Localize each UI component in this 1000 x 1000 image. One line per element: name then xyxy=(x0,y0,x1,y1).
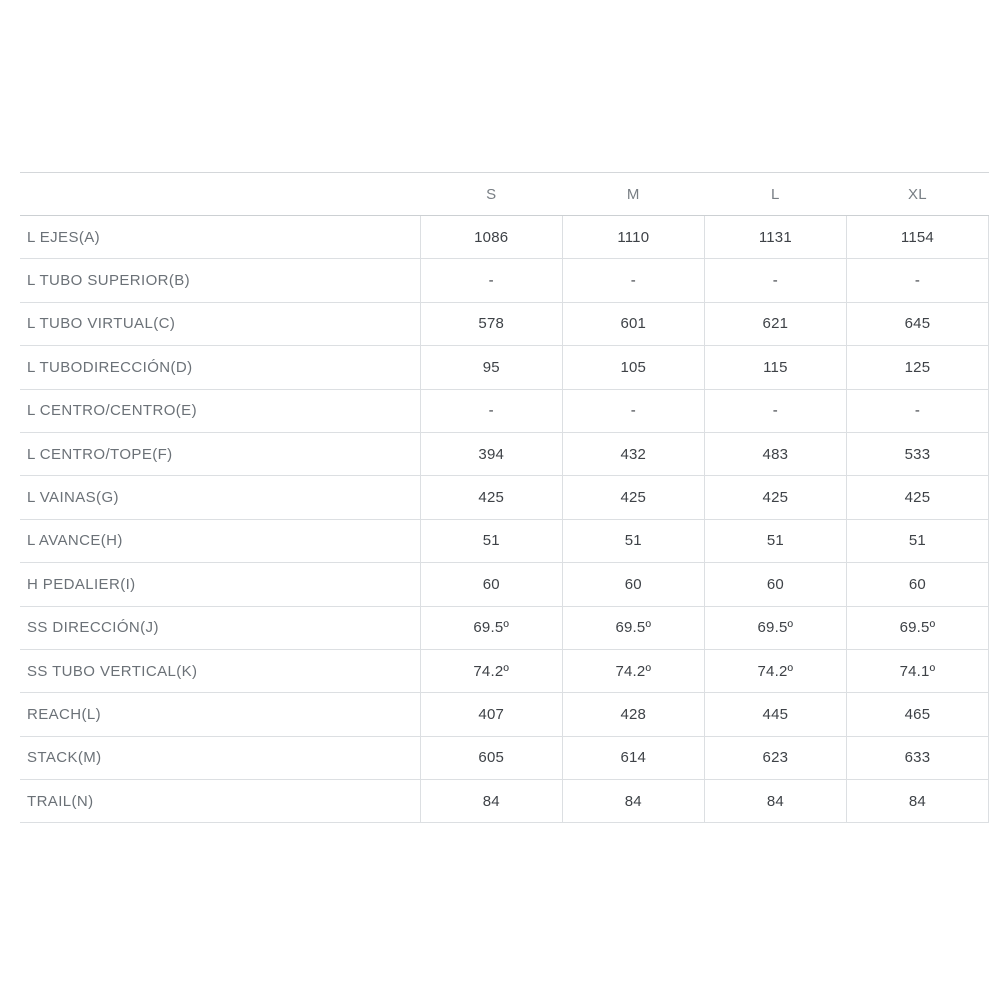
table-row: SS DIRECCIÓN(J) 69.5º 69.5º 69.5º 69.5º xyxy=(20,606,990,650)
cell-value: - xyxy=(419,389,563,433)
cell-value: 60 xyxy=(419,562,563,607)
cell-value: 84 xyxy=(561,779,705,824)
cell-value: 1131 xyxy=(703,215,847,260)
cell-value: 428 xyxy=(561,692,705,737)
cell-value: 51 xyxy=(845,519,990,564)
cell-value: 125 xyxy=(845,345,990,390)
table-header-row: S M L XL xyxy=(20,172,989,216)
row-label: L VAINAS(G) xyxy=(20,475,421,520)
cell-value: 407 xyxy=(419,692,563,737)
cell-value: 425 xyxy=(419,475,563,520)
row-label: L EJES(A) xyxy=(20,215,421,260)
table-row: STACK(M) 605 614 623 633 xyxy=(20,736,990,781)
cell-value: 1086 xyxy=(419,215,563,260)
row-label: L CENTRO/TOPE(F) xyxy=(20,432,421,477)
cell-value: - xyxy=(845,389,990,433)
table-row: L CENTRO/TOPE(F) 394 432 483 533 xyxy=(20,432,990,477)
cell-value: - xyxy=(561,389,705,433)
row-label: L TUBODIRECCIÓN(D) xyxy=(20,345,421,390)
cell-value: 425 xyxy=(561,475,705,520)
column-header-s: S xyxy=(420,172,563,216)
row-label: SS TUBO VERTICAL(K) xyxy=(20,649,421,694)
cell-value: - xyxy=(703,258,847,303)
row-label: REACH(L) xyxy=(20,692,421,737)
column-header-xl: XL xyxy=(846,172,989,216)
cell-value: 601 xyxy=(561,302,705,347)
row-label: L TUBO SUPERIOR(B) xyxy=(20,258,421,303)
cell-value: 84 xyxy=(703,779,847,824)
table-row: L TUBO VIRTUAL(C) 578 601 621 645 xyxy=(20,302,990,347)
cell-value: 578 xyxy=(419,302,563,347)
cell-value: 483 xyxy=(703,432,847,477)
cell-value: 69.5º xyxy=(561,606,705,650)
row-label: L CENTRO/CENTRO(E) xyxy=(20,389,421,433)
table-row: L TUBODIRECCIÓN(D) 95 105 115 125 xyxy=(20,345,990,390)
cell-value: 60 xyxy=(703,562,847,607)
column-header-m: M xyxy=(562,172,705,216)
row-label: H PEDALIER(I) xyxy=(20,562,421,607)
cell-value: 605 xyxy=(419,736,563,781)
cell-value: 51 xyxy=(703,519,847,564)
cell-value: 1154 xyxy=(845,215,990,260)
table-row: H PEDALIER(I) 60 60 60 60 xyxy=(20,562,990,607)
cell-value: 1110 xyxy=(561,215,705,260)
table-header: S M L XL xyxy=(20,172,989,216)
column-header-l: L xyxy=(704,172,847,216)
cell-value: 74.2º xyxy=(419,649,563,694)
table-row: L EJES(A) 1086 1110 1131 1154 xyxy=(20,215,990,260)
cell-value: - xyxy=(845,258,990,303)
table-row: TRAIL(N) 84 84 84 84 xyxy=(20,779,990,824)
cell-value: 60 xyxy=(845,562,990,607)
table-body: L EJES(A) 1086 1110 1131 1154 L TUBO SUPERIOR… xyxy=(20,215,990,824)
cell-value: 69.5º xyxy=(703,606,847,650)
cell-value: 614 xyxy=(561,736,705,781)
cell-value: 465 xyxy=(845,692,990,737)
cell-value: 69.5º xyxy=(845,606,990,650)
cell-value: - xyxy=(561,258,705,303)
cell-value: 105 xyxy=(561,345,705,390)
cell-value: - xyxy=(419,258,563,303)
table-row: L CENTRO/CENTRO(E) - - - - xyxy=(20,389,990,433)
table-row: L TUBO SUPERIOR(B) - - - - xyxy=(20,258,990,303)
cell-value: 84 xyxy=(845,779,990,824)
row-label: TRAIL(N) xyxy=(20,779,421,824)
cell-value: 445 xyxy=(703,692,847,737)
cell-value: 74.2º xyxy=(561,649,705,694)
table-row: REACH(L) 407 428 445 465 xyxy=(20,692,990,737)
cell-value: 115 xyxy=(703,345,847,390)
table-row: SS TUBO VERTICAL(K) 74.2º 74.2º 74.2º 74.1º xyxy=(20,649,990,694)
row-label: L AVANCE(H) xyxy=(20,519,421,564)
cell-value: 69.5º xyxy=(419,606,563,650)
cell-value: 645 xyxy=(845,302,990,347)
cell-value: 533 xyxy=(845,432,990,477)
cell-value: 60 xyxy=(561,562,705,607)
cell-value: 394 xyxy=(419,432,563,477)
cell-value: 623 xyxy=(703,736,847,781)
cell-value: 425 xyxy=(845,475,990,520)
cell-value: 51 xyxy=(419,519,563,564)
row-label: L TUBO VIRTUAL(C) xyxy=(20,302,421,347)
row-label: STACK(M) xyxy=(20,736,421,781)
cell-value: 621 xyxy=(703,302,847,347)
cell-value: 74.1º xyxy=(845,649,990,694)
table-row: L AVANCE(H) 51 51 51 51 xyxy=(20,519,990,564)
table-row: L VAINAS(G) 425 425 425 425 xyxy=(20,475,990,520)
cell-value: 633 xyxy=(845,736,990,781)
cell-value: 95 xyxy=(419,345,563,390)
row-label: SS DIRECCIÓN(J) xyxy=(20,606,421,650)
header-corner-cell xyxy=(20,172,421,216)
cell-value: 84 xyxy=(419,779,563,824)
cell-value: 432 xyxy=(561,432,705,477)
cell-value: 51 xyxy=(561,519,705,564)
geometry-table: S M L XL L EJES(A) 1086 1110 1131 1154 L TUBO SU… xyxy=(20,172,990,824)
cell-value: 425 xyxy=(703,475,847,520)
cell-value: - xyxy=(703,389,847,433)
cell-value: 74.2º xyxy=(703,649,847,694)
